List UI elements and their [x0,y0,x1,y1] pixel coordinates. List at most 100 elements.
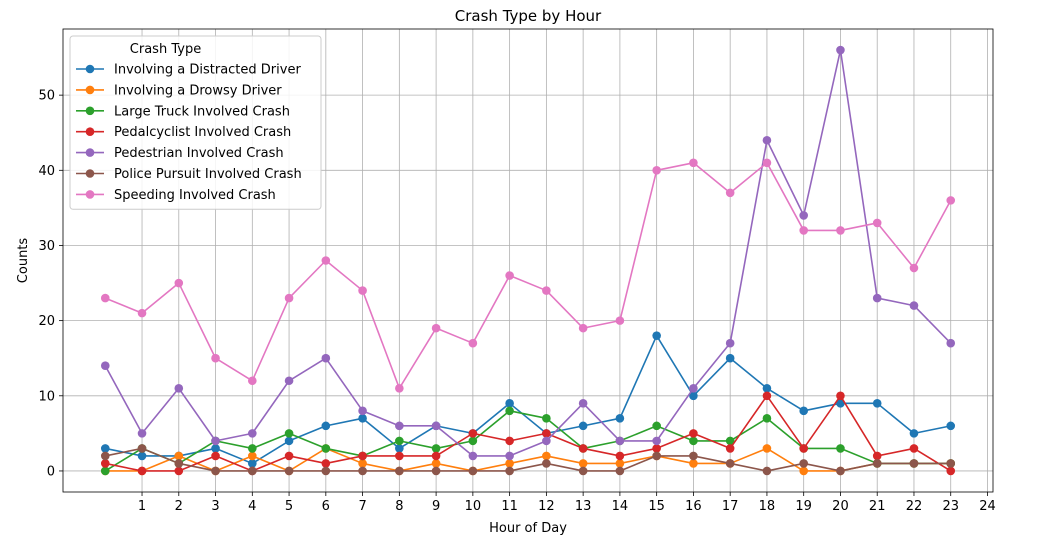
y-tick-label: 30 [38,239,55,254]
data-point [431,451,441,461]
data-point [174,383,184,393]
data-point [248,444,257,453]
series-4 [100,45,956,461]
data-point [284,429,294,438]
data-point [542,429,551,438]
data-point [358,459,367,468]
legend-swatch-marker [85,127,95,136]
legend-label: Pedalcyclist Involved Crash [114,125,291,140]
data-point [762,414,772,423]
legend-item: Pedalcyclist Involved Crash [76,125,291,140]
series-5 [100,444,956,476]
x-tick-label: 6 [322,499,330,514]
data-point [615,316,625,325]
data-point [174,451,184,461]
data-point [211,436,220,446]
data-point [615,414,625,423]
data-point [762,466,772,476]
data-point [799,406,808,416]
y-tick-label: 20 [38,314,55,329]
data-point [946,196,956,205]
series-line [105,334,951,465]
data-point [542,286,551,295]
data-point [946,421,956,431]
x-tick-label: 7 [358,499,366,514]
data-point [321,444,331,453]
data-point [395,444,404,453]
data-point [284,436,294,446]
series-3 [100,391,956,476]
data-point [358,451,367,461]
data-point [652,451,661,461]
data-point [100,293,110,303]
data-point [725,436,735,446]
data-point [652,436,661,446]
data-point [615,451,625,461]
data-point [468,429,478,438]
data-point [137,451,147,461]
x-tick-label: 21 [869,499,886,514]
x-tick-label: 10 [465,499,482,514]
data-point [909,459,919,468]
data-point [248,376,257,386]
data-point [725,188,735,198]
data-point [137,466,147,476]
data-point [909,301,919,310]
data-point [358,406,367,416]
data-point [431,459,441,468]
x-tick-label: 9 [432,499,440,514]
data-point [946,466,956,476]
x-tick-label: 3 [211,499,219,514]
legend-item: Involving a Distracted Driver [76,63,301,78]
legend-label: Involving a Drowsy Driver [114,83,282,98]
data-point [431,466,441,476]
data-point [468,466,478,476]
x-tick-label: 19 [795,499,812,514]
data-point [211,466,220,476]
data-point [615,466,625,476]
legend-label: Large Truck Involved Crash [114,104,290,119]
legend-label: Involving a Distracted Driver [114,63,301,78]
x-tick-label: 5 [285,499,293,514]
data-point [248,466,257,476]
series-6 [100,158,956,393]
series-layer [100,45,956,476]
data-point [689,383,698,393]
data-point [578,466,588,476]
legend-box [69,35,322,210]
x-axis-title: Hour of Day [489,521,567,536]
data-point [321,459,331,468]
series-line [104,161,952,390]
legend-item: Involving a Drowsy Driver [76,83,282,98]
x-tick-label: 4 [248,499,256,514]
data-point [468,436,478,446]
data-point [284,466,294,476]
x-tick-label: 8 [395,499,403,514]
x-tick-label: 20 [832,499,849,514]
data-point [431,421,441,431]
data-point [689,158,698,168]
data-point [836,399,845,408]
data-point [395,383,404,393]
data-point [100,451,110,461]
data-point [174,278,184,288]
series-line [104,410,951,472]
data-point [284,451,294,461]
data-point [174,466,184,476]
data-point [542,451,551,461]
y-axis-title: Counts [16,238,31,284]
data-point [100,459,110,468]
data-point [689,451,698,461]
x-tick-label: 22 [906,499,923,514]
legend-title: Crash Type [130,42,201,57]
data-point [799,466,808,476]
data-point [762,158,772,168]
x-tick-label: 15 [648,499,665,514]
data-point [505,406,514,416]
data-point [505,459,514,468]
data-point [211,353,220,363]
legend-label: Speeding Involved Crash [114,188,276,203]
data-point [248,429,257,438]
data-point [321,466,331,476]
